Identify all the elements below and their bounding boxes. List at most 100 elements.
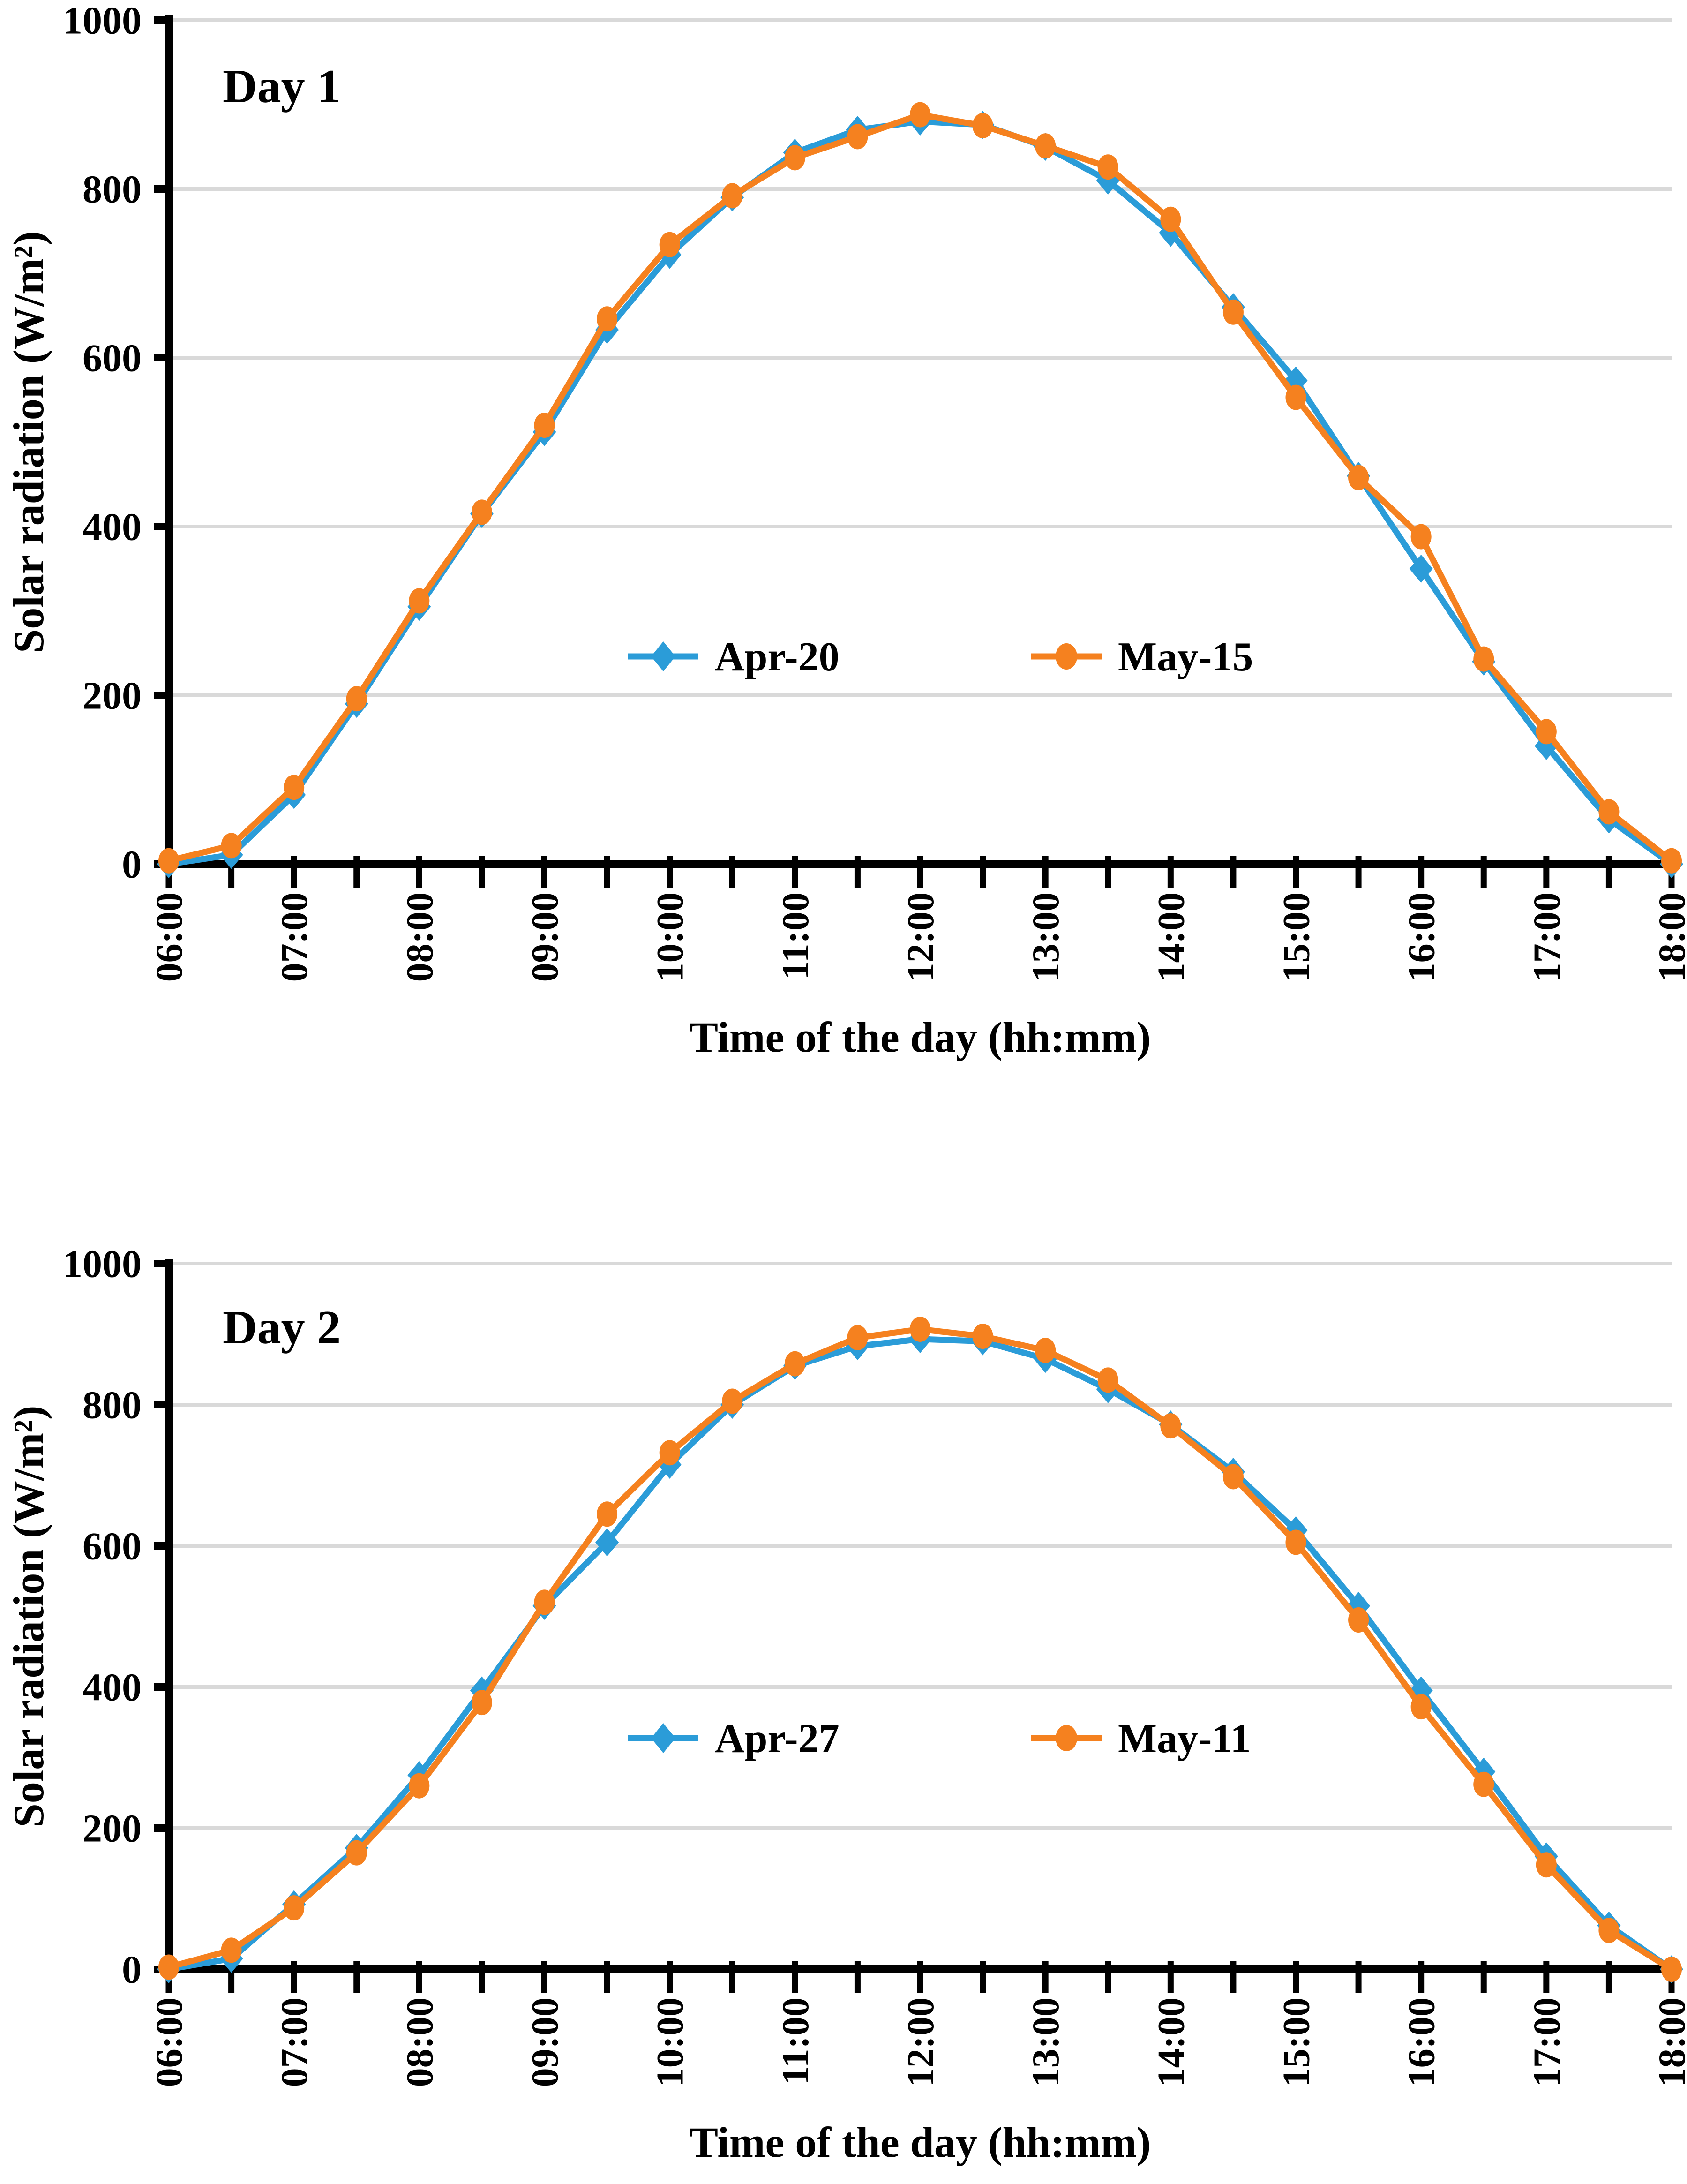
circle-marker [1536, 1852, 1557, 1878]
circle-marker [284, 775, 305, 800]
x-tick-label: 06:00 [148, 892, 190, 982]
y-tick-label: 600 [82, 1525, 142, 1568]
circle-marker [1160, 1413, 1181, 1439]
legend-item-May-11: May-11 [1031, 1716, 1251, 1762]
circle-marker [1536, 719, 1557, 745]
circle-marker [409, 1773, 430, 1799]
x-tick-label: 11:00 [774, 892, 817, 980]
circle-marker [471, 1690, 492, 1716]
x-tick-label: 09:00 [524, 892, 566, 982]
x-tick-label: 06:00 [148, 1997, 190, 2087]
y-tick-label: 800 [82, 168, 142, 211]
x-tick-label: 10:00 [649, 892, 691, 982]
circle-marker [910, 102, 930, 128]
legend-label: May-11 [1118, 1716, 1251, 1762]
circle-marker [847, 124, 868, 150]
x-tick-label: 13:00 [1024, 892, 1067, 982]
circle-marker [722, 1388, 743, 1414]
circle-marker [659, 1440, 680, 1466]
x-tick-label: 17:00 [1525, 892, 1568, 982]
x-tick-label: 16:00 [1400, 892, 1443, 982]
axes [154, 1259, 1679, 1993]
circle-marker [1410, 524, 1432, 550]
diamond-marker [1409, 555, 1433, 583]
y-axis-title: Solar radiation (W/m²) [5, 231, 52, 653]
series-line [165, 1336, 1675, 1973]
series-May-15 [158, 102, 1682, 874]
circle-marker [158, 848, 179, 874]
circle-marker [1348, 1607, 1369, 1633]
circle-marker [1661, 848, 1682, 874]
circle-marker [910, 1316, 930, 1342]
circle-marker [1285, 1529, 1306, 1555]
circle-marker [597, 1501, 618, 1527]
legend-item-Apr-27: Apr-27 [628, 1716, 840, 1762]
x-tick-label: 07:00 [273, 892, 315, 982]
circle-marker [1473, 1771, 1494, 1797]
x-tick-label: 08:00 [398, 892, 441, 982]
circle-marker [1097, 154, 1118, 180]
circle-marker [221, 1937, 242, 1963]
x-tick-label: 08:00 [398, 1997, 441, 2087]
x-tick-label: 15:00 [1275, 892, 1318, 982]
x-tick-label: 14:00 [1149, 1997, 1192, 2087]
y-tick-label: 800 [82, 1384, 142, 1427]
circle-marker [409, 588, 430, 614]
circle-marker [1285, 384, 1306, 410]
legend-circle-marker [1056, 643, 1077, 670]
legend-label: May-15 [1118, 634, 1253, 680]
circle-marker [972, 1324, 993, 1349]
x-tick-label: 12:00 [899, 892, 942, 982]
x-tick-label: 09:00 [524, 1997, 566, 2087]
circle-marker [847, 1325, 868, 1351]
circle-marker [1598, 1918, 1620, 1943]
circle-marker [1097, 1367, 1118, 1393]
circle-marker [972, 113, 993, 138]
circle-marker [346, 686, 367, 712]
circle-marker [346, 1840, 367, 1866]
legend-label: Apr-27 [715, 1716, 840, 1762]
circle-marker [1222, 299, 1244, 325]
x-tick-labels: 06:00 07:00 08:00 09:00 10:00 11:00 12:00 13:00… [148, 1997, 1687, 2087]
x-tick-label: 10:00 [649, 1997, 691, 2087]
panel-title: Day 2 [223, 1301, 341, 1354]
circle-marker [784, 145, 805, 171]
y-tick-label: 400 [82, 1666, 142, 1710]
diamond-marker [1472, 1757, 1496, 1786]
circle-marker [722, 183, 743, 209]
legend: Apr-27 May-11 [628, 1716, 1251, 1762]
x-tick-label: 18:00 [1650, 892, 1687, 982]
x-tick-label: 17:00 [1525, 1997, 1568, 2087]
x-tick-label: 18:00 [1650, 1997, 1687, 2087]
series-line [165, 1326, 1675, 1973]
circle-marker [597, 306, 618, 332]
circle-marker [1035, 1338, 1056, 1363]
x-tick-label: 12:00 [899, 1997, 942, 2087]
circle-marker [221, 833, 242, 859]
x-axis-title: Time of the day (hh:mm) [690, 1013, 1151, 1061]
x-tick-label: 14:00 [1149, 892, 1192, 982]
legend: Apr-20 May-15 [628, 634, 1253, 680]
circle-marker [1035, 133, 1056, 159]
x-tick-label: 15:00 [1275, 1997, 1318, 2087]
circle-marker [1160, 206, 1181, 232]
circle-marker [284, 1895, 305, 1921]
panel-title: Day 1 [223, 60, 341, 113]
y-tick-label: 200 [82, 1807, 142, 1851]
series-line [165, 112, 1675, 864]
legend-item-Apr-20: Apr-20 [628, 634, 840, 680]
legend-item-May-15: May-15 [1031, 634, 1253, 680]
x-tick-labels: 06:00 07:00 08:00 09:00 10:00 11:00 12:00 13:00… [148, 892, 1687, 982]
legend-circle-marker [1056, 1725, 1077, 1751]
x-tick-label: 11:00 [774, 1997, 817, 2085]
day2-line-chart: 0 200 400 600 800 1000 06:00 07:00 08:00 09:00 10:… [5, 1243, 1687, 2166]
y-tick-labels: 0 200 400 600 800 1000 [63, 0, 142, 887]
circle-marker [471, 499, 492, 525]
y-tick-labels: 0 200 400 600 800 1000 [63, 1243, 142, 1992]
day1-line-chart: 0 200 400 600 800 1000 06:00 07:00 08:00 09:00 10:… [5, 0, 1687, 1061]
day1-chart-figure: 0 200 400 600 800 1000 06:00 07:00 08:00 09:00 10:… [5, 0, 1687, 1061]
y-tick-label: 400 [82, 505, 142, 549]
y-tick-label: 200 [82, 674, 142, 718]
day2-chart-figure: 0 200 400 600 800 1000 06:00 07:00 08:00 09:00 10:… [0, 1092, 1687, 2184]
x-tick-label: 13:00 [1024, 1997, 1067, 2087]
